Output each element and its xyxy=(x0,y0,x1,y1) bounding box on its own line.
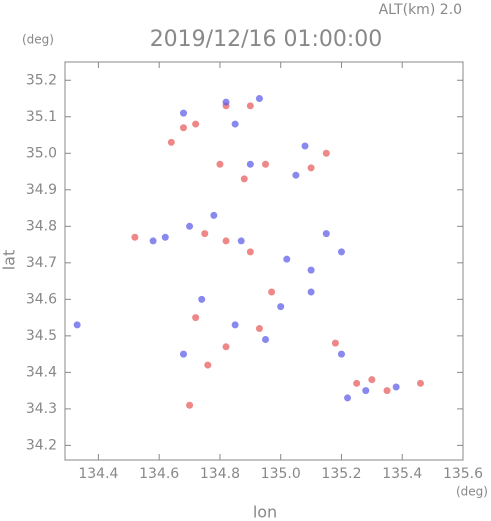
echo-point xyxy=(222,237,230,245)
x-tick-label: 134.6 xyxy=(139,466,179,482)
echo-point xyxy=(167,138,175,146)
echo-point xyxy=(216,160,224,168)
echo-point xyxy=(255,95,263,103)
echo-point xyxy=(368,376,376,384)
echo-point xyxy=(231,120,239,128)
echo-point xyxy=(73,321,81,329)
echo-point xyxy=(179,124,187,132)
echo-point xyxy=(362,387,370,395)
y-tick-label: 34.3 xyxy=(26,401,57,417)
echo-point xyxy=(322,149,330,157)
y-axis-title: lat xyxy=(0,250,19,271)
y-tick-label: 34.9 xyxy=(26,182,57,198)
echo-point xyxy=(237,237,245,245)
x-tick-label: 134.4 xyxy=(78,466,118,482)
echo-point xyxy=(307,164,315,172)
altitude-label: ALT(km) 2.0 xyxy=(379,2,462,18)
echo-point xyxy=(331,339,339,347)
echo-point xyxy=(131,233,139,241)
echo-point xyxy=(186,401,194,409)
y-tick-label: 34.7 xyxy=(26,255,57,271)
echo-point xyxy=(240,175,248,183)
echo-point xyxy=(179,109,187,117)
echo-point xyxy=(246,248,254,256)
echo-point xyxy=(192,120,200,128)
y-tick-label: 34.2 xyxy=(26,437,57,453)
echo-point xyxy=(179,350,187,358)
echo-point xyxy=(277,303,285,311)
echo-point xyxy=(246,102,254,110)
echo-point xyxy=(222,98,230,106)
echo-point xyxy=(307,288,315,296)
x-tick-label: 135.6 xyxy=(443,466,483,482)
echo-point xyxy=(292,171,300,179)
x-axis-title: lon xyxy=(253,503,277,521)
echo-point xyxy=(416,379,424,387)
y-tick-label: 34.4 xyxy=(26,364,57,380)
echo-point xyxy=(353,379,361,387)
echo-point xyxy=(186,222,194,230)
echo-point xyxy=(246,160,254,168)
x-unit: (deg) xyxy=(456,485,488,499)
echo-point xyxy=(204,361,212,369)
echo-point xyxy=(262,336,270,344)
echo-point xyxy=(301,142,309,150)
echo-point xyxy=(149,237,157,245)
echo-point xyxy=(392,383,400,391)
echo-point xyxy=(192,314,200,322)
echo-point xyxy=(283,255,291,263)
y-tick-label: 34.6 xyxy=(26,291,57,307)
echo-point xyxy=(383,387,391,395)
echo-point xyxy=(231,321,239,329)
echo-point xyxy=(262,160,270,168)
y-tick-label: 35.1 xyxy=(26,109,57,125)
y-unit: (deg) xyxy=(22,33,54,47)
x-tick-label: 135.2 xyxy=(321,466,361,482)
echo-point xyxy=(307,266,315,274)
echo-point xyxy=(322,230,330,238)
echo-point xyxy=(161,233,169,241)
y-tick-label: 34.8 xyxy=(26,218,57,234)
echo-point xyxy=(268,288,276,296)
echo-point xyxy=(210,211,218,219)
chart-title: 2019/12/16 01:00:00 xyxy=(150,27,383,52)
x-tick-label: 135.0 xyxy=(261,466,301,482)
echo-point xyxy=(344,394,352,402)
echo-point xyxy=(198,295,206,303)
y-tick-label: 35.2 xyxy=(26,72,57,88)
echo-point xyxy=(201,230,209,238)
y-tick-label: 35.0 xyxy=(26,145,57,161)
echo-point xyxy=(337,248,345,256)
y-tick-label: 34.5 xyxy=(26,328,57,344)
plot-frame xyxy=(64,61,464,461)
x-tick-label: 134.8 xyxy=(200,466,240,482)
echo-point xyxy=(222,343,230,351)
echo-point xyxy=(255,325,263,333)
echo-point xyxy=(337,350,345,358)
x-tick-label: 135.4 xyxy=(382,466,422,482)
